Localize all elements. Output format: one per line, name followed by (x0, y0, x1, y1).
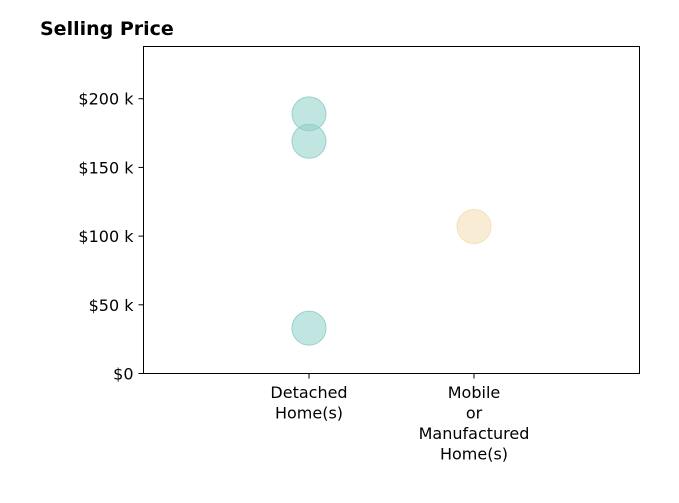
chart-title: Selling Price (40, 18, 174, 40)
y-tick-label: $50 k (89, 296, 135, 315)
y-tick-label: $100 k (78, 227, 134, 246)
x-axis: Detached Home(s) Mobile or Manufactured Home(… (270, 373, 530, 464)
y-tick-label: $150 k (78, 158, 134, 177)
y-axis: $0 $50 k $100 k $150 k $200 k (78, 90, 144, 384)
scatter-point (456, 208, 492, 244)
y-tick-label: $0 (113, 365, 133, 384)
x-tick-label: Detached Home(s) (270, 383, 347, 423)
y-tick-label: $200 k (78, 90, 134, 109)
points-layer (291, 96, 492, 346)
scatter-point (291, 123, 327, 159)
scatter-point (291, 310, 327, 346)
plot-frame (143, 46, 640, 374)
x-tick-label: Mobile or Manufactured Home(s) (419, 383, 530, 464)
